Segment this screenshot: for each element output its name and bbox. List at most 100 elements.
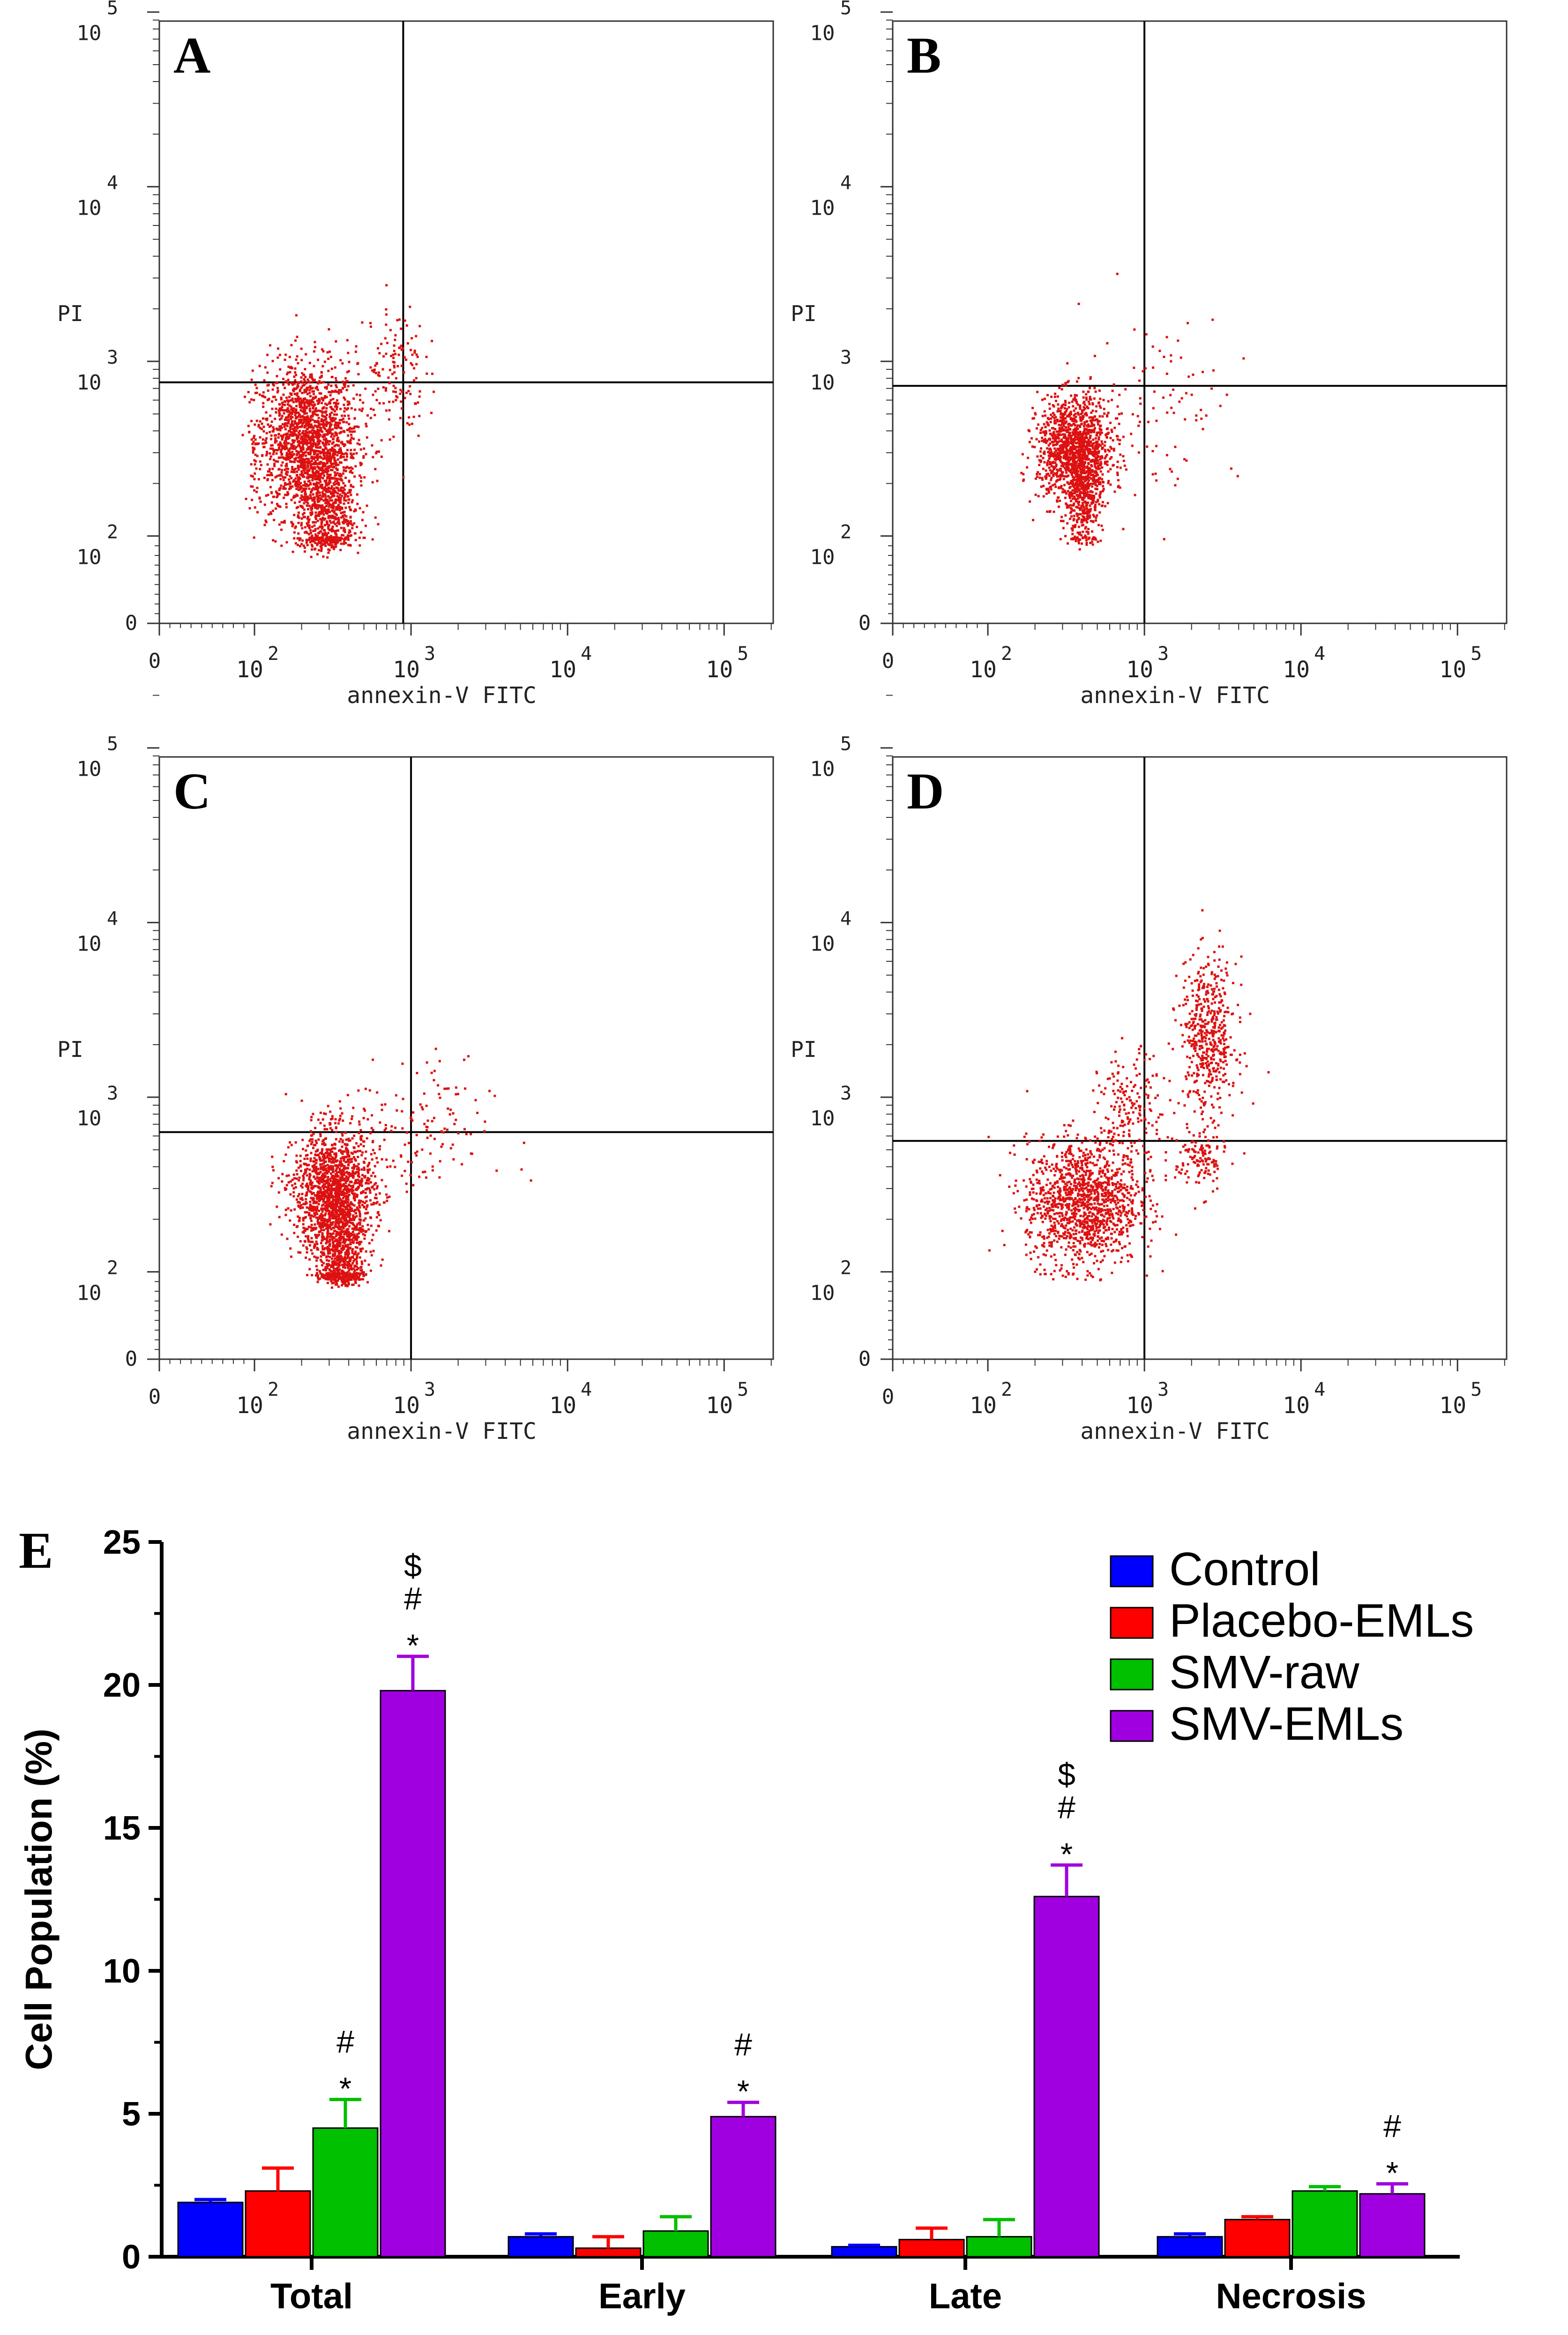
scatter-point [381, 368, 384, 371]
scatter-point [346, 523, 349, 525]
scatter-point [310, 491, 312, 494]
scatter-point [297, 544, 299, 546]
scatter-point [1076, 513, 1079, 516]
scatter-point [300, 425, 303, 428]
scatter-point [298, 516, 300, 519]
scatter-point [369, 1269, 372, 1272]
scatter-point [314, 346, 317, 349]
scatter-point [296, 481, 299, 484]
scatter-point [1086, 466, 1089, 469]
scatter-point [312, 530, 315, 532]
scatter-point [341, 1139, 344, 1142]
scatter-point [1069, 517, 1071, 520]
scatter-point [312, 434, 314, 436]
scatter-point [1022, 473, 1025, 476]
scatter-point [1087, 432, 1090, 435]
scatter-point [316, 453, 319, 456]
scatter-point [1078, 507, 1081, 509]
scatter-point [313, 488, 316, 491]
scatter-point [1079, 407, 1082, 410]
scatter-point [326, 511, 329, 514]
scatter-point [1152, 366, 1155, 369]
scatter-point [262, 402, 265, 404]
scatter-point [1057, 458, 1060, 461]
scatter-point [1057, 407, 1060, 410]
y-tick-exponent: 4 [107, 908, 118, 929]
scatter-point [1087, 400, 1090, 403]
scatter-point [1034, 494, 1037, 496]
scatter-point [270, 434, 273, 437]
scatter-point [1064, 490, 1067, 493]
scatter-point [1088, 444, 1091, 447]
scatter-point [332, 507, 335, 510]
scatter-point [1048, 437, 1051, 440]
scatter-point [1050, 396, 1053, 398]
scatter-point [266, 450, 269, 453]
scatter-point [296, 460, 299, 463]
scatter-point [299, 456, 302, 458]
scatter-point [1076, 479, 1079, 482]
scatter-point [1131, 413, 1134, 416]
scatter-point [310, 465, 313, 468]
scatter-point [1077, 497, 1079, 500]
scatter-point [297, 464, 299, 467]
scatter-point [1163, 538, 1165, 540]
scatter-point [347, 1138, 350, 1140]
scatter-point [315, 483, 318, 486]
scatter-point [393, 371, 396, 374]
scatter-point [321, 1210, 324, 1213]
scatter-point [393, 366, 396, 369]
scatter-point [310, 457, 313, 459]
scatter-point [265, 419, 268, 421]
scatter-point [344, 537, 347, 540]
scatter-point [305, 531, 307, 533]
scatter-point [306, 470, 309, 473]
scatter-point [1065, 442, 1068, 444]
scatter-point [278, 411, 281, 414]
scatter-point [1057, 496, 1059, 499]
y-tick-label: 10 [77, 932, 102, 956]
scatter-point [258, 393, 261, 396]
scatter-point [358, 408, 361, 411]
scatter-point [304, 397, 306, 400]
scatter-point [312, 521, 315, 524]
scatter-point [1081, 450, 1083, 453]
scatter-point [1073, 417, 1075, 420]
scatter-point [413, 351, 416, 354]
scatter-point [1084, 484, 1087, 486]
scatter-point [380, 439, 383, 442]
scatter-point [1174, 446, 1177, 448]
scatter-point [279, 474, 282, 477]
scatter-point [259, 468, 261, 471]
scatter-point [1046, 440, 1049, 442]
scatter-point [293, 426, 296, 428]
scatter-point [1052, 441, 1054, 443]
scatter-point [301, 1206, 304, 1209]
scatter-point [306, 485, 309, 487]
scatter-point [304, 498, 306, 501]
scatter-point [301, 1193, 304, 1195]
scatter-point [272, 450, 275, 453]
scatter-point [1054, 461, 1057, 464]
scatter-point [1085, 543, 1088, 546]
scatter-point [1046, 464, 1049, 466]
scatter-point [335, 340, 337, 343]
scatter-point [325, 413, 328, 416]
scatter-point [1113, 490, 1116, 493]
scatter-point [291, 389, 294, 391]
scatter-point [300, 400, 303, 403]
scatter-point [1081, 455, 1084, 458]
scatter-point [1177, 339, 1180, 342]
scatter-point [1046, 423, 1049, 426]
scatter-point [285, 463, 288, 465]
scatter-point [343, 531, 346, 533]
scatter-point [303, 435, 306, 438]
scatter-point [335, 473, 337, 476]
scatter-point [331, 463, 334, 465]
scatter-point [1178, 400, 1181, 403]
scatter-point [314, 529, 316, 532]
scatter-point [325, 479, 328, 482]
scatter-point [294, 526, 297, 529]
scatter-point [291, 407, 294, 410]
scatter-point [327, 1178, 329, 1181]
